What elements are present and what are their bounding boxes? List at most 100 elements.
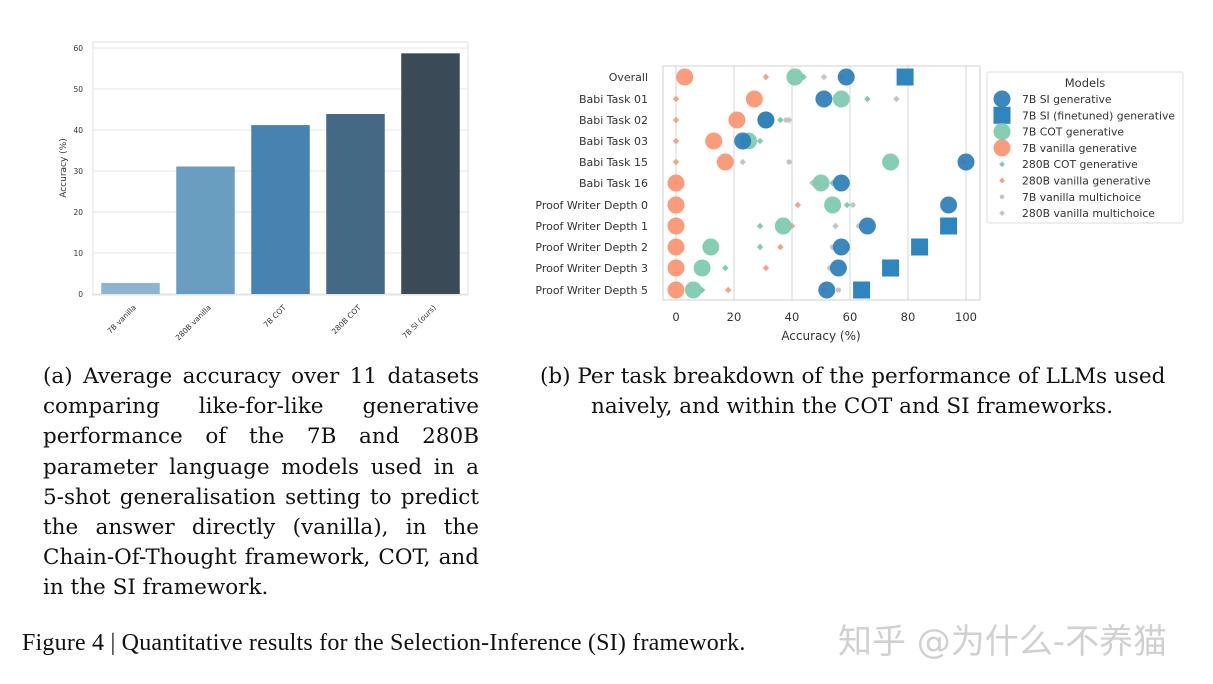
- marker-circle: [993, 139, 1011, 157]
- marker-diamond: [762, 73, 770, 81]
- marker-square: [911, 238, 929, 256]
- caption-b-line2: naively, and within the COT and SI frame…: [591, 394, 1114, 420]
- legend-item-label: 7B SI (finetuned) generative: [1022, 109, 1175, 122]
- x-tick-label: 80: [901, 310, 916, 324]
- marker-circle: [728, 111, 746, 129]
- row-label: Overall: [609, 71, 648, 84]
- marker-diamond: [777, 116, 784, 124]
- y-tick-label: 40: [73, 126, 83, 135]
- legend: Models 7B SI generative 7B SI (finetuned)…: [986, 71, 1184, 224]
- marker-circle: [667, 281, 685, 299]
- marker-circle: [824, 196, 842, 214]
- marker-circle: [667, 259, 685, 277]
- marker-circle: [832, 238, 850, 256]
- row-label: Babi Task 15: [579, 156, 648, 169]
- bar: [176, 166, 235, 294]
- legend-item-label: 7B vanilla generative: [1022, 142, 1137, 155]
- marker-dot: [786, 159, 792, 165]
- caption-b: (b) Per task breakdown of the performanc…: [540, 362, 1180, 422]
- marker-diamond: [829, 179, 836, 187]
- caption-b-line1: (b) Per task breakdown of the performanc…: [540, 364, 1166, 389]
- x-tick-label: 7B COT: [262, 303, 288, 329]
- bar-chart-y-label: Accuracy (%): [59, 138, 69, 198]
- marker-square: [896, 68, 914, 86]
- marker-diamond: [864, 95, 871, 103]
- marker-diamond: [999, 177, 1005, 184]
- x-tick-label: 280B COT: [330, 303, 363, 336]
- x-tick-label: 60: [843, 310, 858, 324]
- row-label: Proof Writer Depth 3: [535, 262, 648, 275]
- marker-diamond: [999, 161, 1005, 168]
- row-label: Proof Writer Depth 2: [535, 241, 648, 254]
- marker-circle: [957, 153, 975, 171]
- marker-square: [853, 281, 871, 299]
- marker-circle: [693, 259, 711, 277]
- marker-circle: [676, 68, 694, 86]
- scatter-chart-points: [667, 68, 975, 299]
- bar: [251, 125, 310, 294]
- marker-circle: [667, 238, 685, 256]
- row-label: Babi Task 01: [579, 93, 648, 106]
- y-tick-label: 30: [73, 167, 83, 176]
- marker-diamond: [777, 243, 784, 251]
- marker-circle: [829, 259, 847, 277]
- marker-diamond: [756, 243, 764, 251]
- marker-diamond: [820, 73, 828, 81]
- x-tick-label: 280B vanilla: [174, 303, 213, 342]
- bar-chart-frame: [92, 41, 469, 296]
- marker-circle: [940, 196, 958, 214]
- scatter-chart-x-label: Accuracy (%): [781, 329, 860, 343]
- caption-a: (a) Average accuracy over 11 datasets co…: [43, 364, 479, 601]
- x-tick-label: 7B vanilla: [105, 303, 137, 335]
- row-label: Proof Writer Depth 5: [535, 284, 648, 297]
- legend-item-label: 7B vanilla multichoice: [1022, 191, 1142, 204]
- marker-diamond: [756, 222, 764, 230]
- marker-diamond: [739, 158, 746, 166]
- marker-circle: [993, 123, 1011, 141]
- bar-chart-y-ticks: 0 10 20 30 40 50 60: [73, 44, 83, 299]
- row-label: Proof Writer Depth 1: [535, 220, 648, 233]
- x-tick-label: 20: [727, 310, 742, 324]
- y-tick-label: 60: [73, 44, 83, 53]
- marker-circle: [882, 153, 900, 171]
- marker-circle: [757, 111, 775, 129]
- marker-square: [940, 217, 958, 235]
- marker-circle: [667, 196, 685, 214]
- row-label: Babi Task 16: [579, 177, 648, 190]
- marker-circle: [832, 90, 850, 108]
- marker-circle: [858, 217, 876, 235]
- marker-circle: [745, 90, 763, 108]
- scatter-chart-row-labels: Overall Babi Task 01 Babi Task 02 Babi Task…: [535, 71, 648, 297]
- marker-diamond: [893, 95, 900, 103]
- marker-circle: [702, 238, 720, 256]
- scatter-chart-frame: [662, 65, 981, 301]
- marker-circle: [812, 174, 830, 192]
- marker-diamond: [794, 201, 801, 209]
- legend-item-label: 280B vanilla generative: [1022, 175, 1151, 188]
- marker-square: [882, 259, 900, 277]
- marker-dot: [835, 287, 842, 293]
- legend-item-label: 280B COT generative: [1022, 158, 1138, 171]
- marker-diamond: [672, 158, 680, 166]
- bar-chart-x-ticks: 7B vanilla 280B vanilla 7B COT 280B COT 7B S…: [105, 303, 438, 343]
- y-tick-label: 0: [78, 290, 83, 299]
- marker-circle: [815, 90, 833, 108]
- marker-circle: [734, 132, 752, 150]
- bar: [401, 53, 460, 294]
- figure-caption: Figure 4 | Quantitative results for the …: [22, 630, 746, 656]
- x-tick-label: 40: [785, 310, 800, 324]
- marker-circle: [786, 68, 804, 86]
- x-tick-label: 7B SI (ours): [401, 303, 438, 340]
- marker-circle: [818, 281, 836, 299]
- y-tick-label: 10: [73, 249, 83, 258]
- scatter-chart: Overall Babi Task 01 Babi Task 02 Babi Task…: [535, 65, 1184, 343]
- watermark: 知乎 @为什么-不养猫: [838, 622, 1168, 662]
- marker-circle: [705, 132, 723, 150]
- marker-diamond: [672, 116, 680, 124]
- marker-circle: [684, 281, 702, 299]
- scatter-chart-x-ticks: 0 20 40 60 80 100: [672, 310, 977, 324]
- marker-diamond: [725, 286, 732, 294]
- marker-diamond: [843, 201, 851, 209]
- marker-circle: [774, 217, 792, 235]
- x-tick-label: 0: [672, 310, 679, 324]
